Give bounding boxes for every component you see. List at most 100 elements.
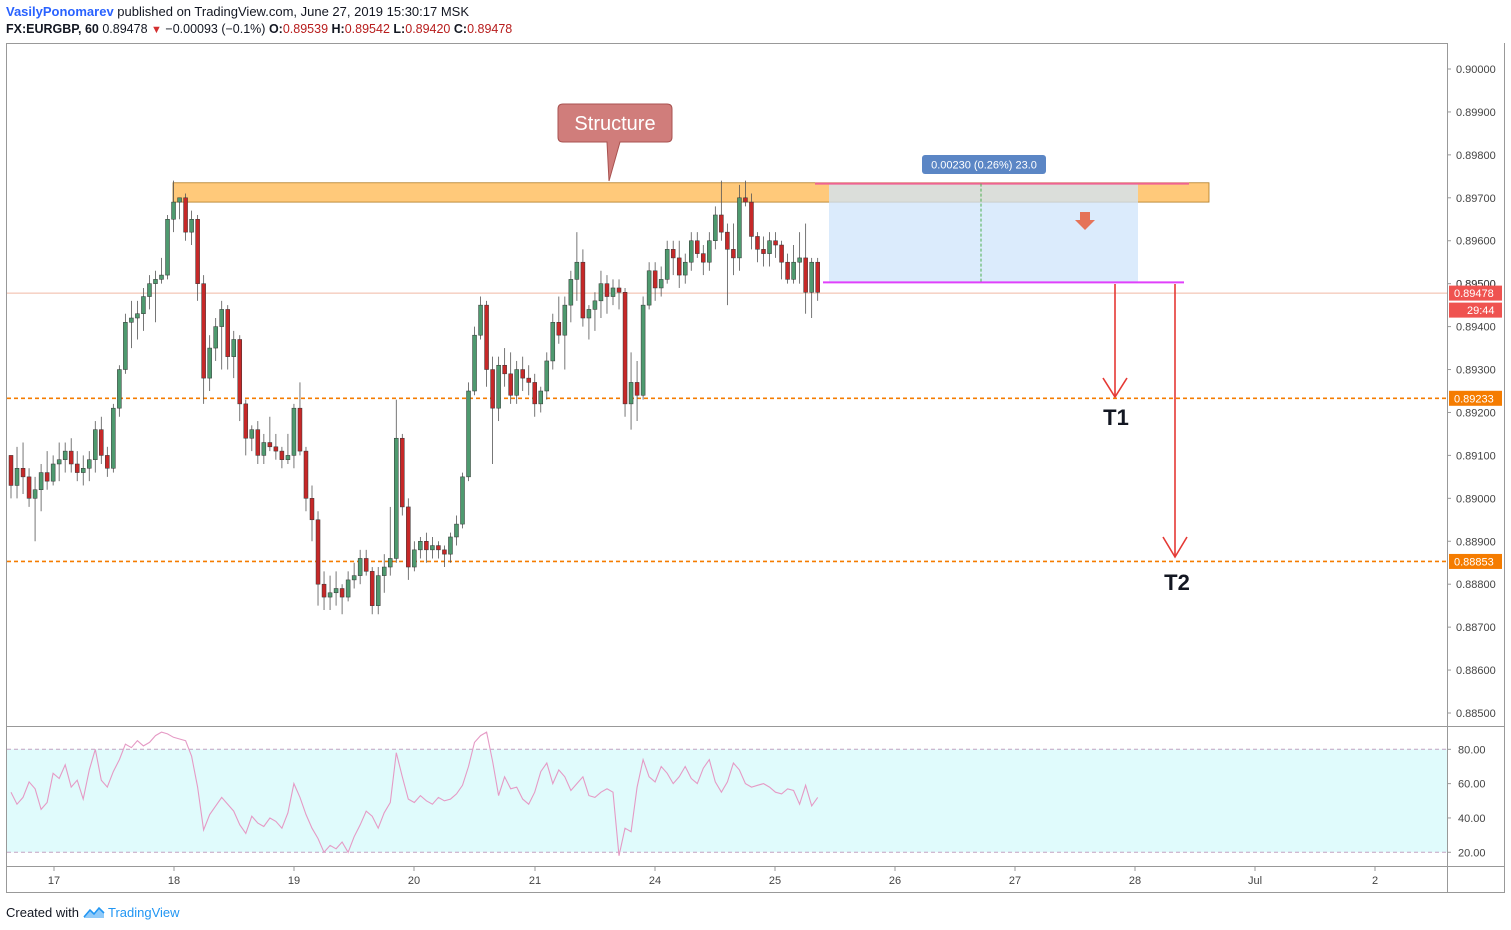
candle [646,262,652,310]
candle-body [538,390,544,405]
candle-body [526,377,531,383]
candle-body [159,274,164,280]
time-tick-label: 28 [1129,875,1141,887]
candle-body [658,279,664,289]
candle [514,360,519,404]
candle-body [562,304,568,336]
structure-callout[interactable]: Structure [557,103,673,182]
high-label: H: [331,22,345,36]
price-axis[interactable]: 0.900000.899000.898000.897000.896000.895… [1447,64,1496,720]
candle [436,541,441,559]
candle-body [779,244,784,263]
candle [707,232,712,271]
candle-body [129,317,134,323]
rsi-tick-label: 80.00 [1458,744,1486,756]
candle [388,506,393,576]
candle [472,326,477,396]
candle-body [743,197,748,203]
author-link[interactable]: VasilyPonomarev [6,4,114,19]
rsi-pane[interactable]: 80.00 60.00 40.00 20.00 [7,731,1486,859]
price-tick-label: 0.88500 [1456,708,1496,720]
price-tick-label: 0.89800 [1456,150,1496,162]
candle [652,262,658,301]
tradingview-brand-link[interactable]: TradingView [107,905,180,920]
t2-arrow[interactable] [1162,284,1188,559]
time-axis[interactable]: 17 18 19 20 21 24 25 26 27 28 Jul 2 [48,867,1378,887]
candle [604,275,610,314]
candle-body [616,287,622,293]
candle-body [62,450,68,460]
candle [267,416,273,452]
candle [406,498,411,580]
candle-body [803,257,808,293]
candle-body [261,442,267,456]
time-tick-label: 27 [1009,875,1021,887]
candle-body [267,442,273,448]
candle-body [237,339,243,405]
low-label: L: [393,22,406,36]
candle [484,300,489,387]
candle [20,442,26,495]
candle-body [327,592,333,598]
candle [809,257,814,319]
candle-body [38,472,44,490]
candle [749,193,754,250]
candle-body [339,588,345,598]
candle [219,300,224,370]
time-tick-label: 21 [529,875,541,887]
candle [285,433,291,464]
candle [695,232,700,258]
time-tick-label: 25 [769,875,781,887]
close-value: 0.89478 [467,22,513,36]
candle-body [400,437,405,508]
candle [598,270,604,319]
candle [243,399,249,456]
range-box[interactable] [829,183,1138,283]
countdown-label: 29:44 [1467,305,1495,317]
candle-body [809,261,814,293]
candle-body [749,201,754,237]
candle [171,180,176,233]
candle [616,279,622,310]
candle [279,446,285,469]
candle-body [773,240,778,246]
rsi-line [10,731,819,856]
candle-body [791,261,796,280]
candle [189,210,194,246]
candle [478,296,483,340]
candle [719,180,724,241]
candle-body [592,300,598,310]
t1-arrow[interactable] [1102,284,1128,399]
candle [123,313,128,374]
candle [803,223,808,314]
candle [261,433,267,464]
candle [634,360,640,422]
candle-body [670,249,676,259]
candle-body [785,261,790,280]
candle [400,433,405,516]
candle [628,352,634,430]
candle [676,240,682,288]
candle-body [303,450,309,499]
candle-body [478,304,483,336]
candle [520,356,525,391]
time-tick-label: Jul [1248,875,1262,887]
candle [568,270,574,323]
candle-body [424,541,429,551]
candle-body [394,437,399,559]
candle [743,180,748,207]
price-change: −0.00093 (−0.1%) [165,22,266,36]
candle-body [719,214,724,233]
candle-body [14,468,20,486]
candle-body [454,523,459,538]
candle-body [574,261,580,280]
candle-body [32,489,38,499]
candle [357,549,363,585]
candle [418,536,423,559]
candle-body [231,339,236,357]
candle-body [725,231,730,250]
candle [327,575,333,610]
candle [339,584,345,615]
measure-badge[interactable]: 0.00230 (0.26%) 23.0 [922,155,1046,174]
